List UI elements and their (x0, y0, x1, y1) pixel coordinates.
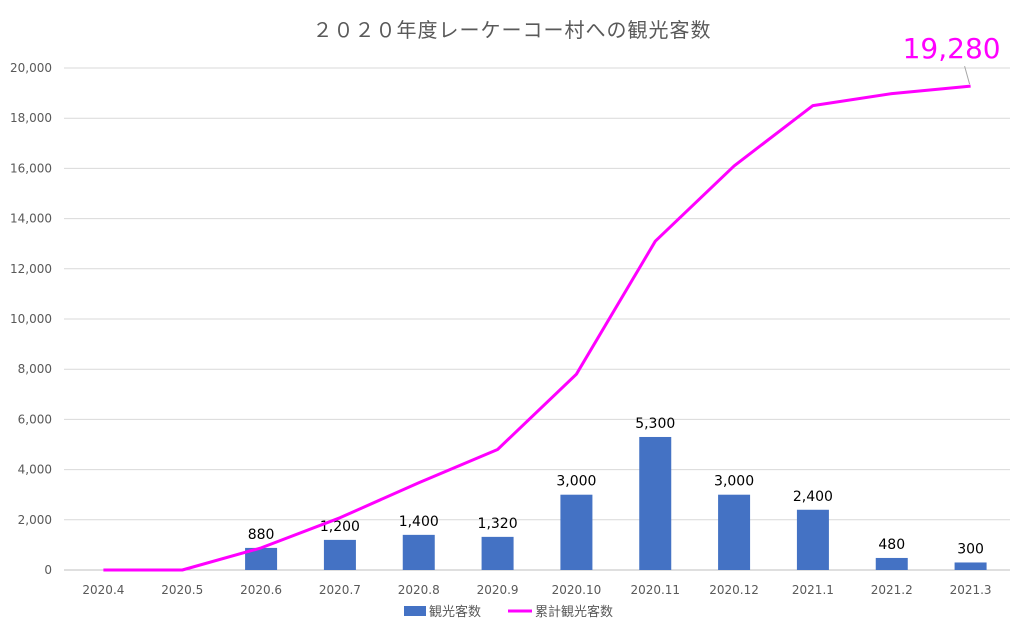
bar-data-label: 5,300 (635, 416, 675, 432)
bar-data-label: 1,400 (399, 514, 439, 530)
bar-data-label: 480 (878, 537, 905, 553)
gridlines (64, 67, 1010, 571)
bar (481, 536, 514, 570)
line-series (103, 84, 971, 572)
bar (323, 539, 356, 570)
bar-series (245, 436, 987, 570)
x-tick-label: 2021.1 (792, 583, 834, 597)
cumulative-line (103, 84, 971, 572)
bar (718, 494, 751, 570)
callout-label: 19,280 (903, 32, 1001, 65)
y-tick-label: 18,000 (10, 111, 52, 125)
x-tick-label: 2020.6 (240, 583, 282, 597)
x-tick-label: 2021.3 (950, 583, 992, 597)
bar-data-label: 1,320 (478, 516, 518, 532)
y-tick-label: 14,000 (10, 212, 52, 226)
bar-data-label: 1,200 (320, 519, 360, 535)
y-tick-label: 16,000 (10, 161, 52, 175)
x-tick-label: 2020.10 (552, 583, 602, 597)
x-tick-label: 2020.8 (398, 583, 440, 597)
bar-data-label: 3,000 (714, 474, 754, 490)
bar (875, 557, 908, 570)
bar (796, 509, 829, 570)
x-tick-label: 2020.7 (319, 583, 361, 597)
legend-label: 観光客数 (429, 604, 481, 620)
bar (639, 436, 672, 570)
bar (560, 494, 593, 570)
y-tick-label: 12,000 (10, 262, 52, 276)
legend-swatch-bar (404, 606, 426, 616)
x-tick-label: 2020.12 (709, 583, 759, 597)
x-axis: 2020.4 2020.5 2020.6 2020.7 2020.8 2020.9 2020… (82, 583, 991, 597)
y-tick-label: 8,000 (18, 362, 52, 376)
callout-leader (964, 65, 971, 85)
x-tick-label: 2020.5 (161, 583, 203, 597)
x-tick-label: 2021.2 (871, 583, 913, 597)
y-tick-label: 20,000 (10, 61, 52, 75)
bar-data-label: 880 (248, 527, 275, 543)
y-tick-label: 2,000 (18, 513, 52, 527)
bar (402, 534, 435, 570)
y-tick-label: 4,000 (18, 463, 52, 477)
chart-title: ２０２０年度レーケーコー村への観光客数 (313, 18, 712, 42)
bar-data-label: 3,000 (556, 474, 596, 490)
y-tick-label: 10,000 (10, 312, 52, 326)
bar-data-label: 300 (957, 541, 984, 557)
legend: 観光客数 累計観光客数 (404, 604, 613, 620)
bar (954, 562, 987, 570)
legend-label: 累計観光客数 (535, 604, 613, 620)
y-axis: 0 2,000 4,000 6,000 8,000 10,000 12,000 14,000 1… (10, 61, 52, 577)
y-tick-label: 0 (44, 563, 52, 577)
callout: 19,280 (903, 32, 1001, 85)
bar-data-labels: 880 1,200 1,400 1,320 3,000 5,300 3,000 2,400 48… (248, 416, 984, 557)
x-tick-label: 2020.11 (630, 583, 680, 597)
bar-data-label: 2,400 (793, 489, 833, 505)
x-tick-label: 2020.4 (82, 583, 124, 597)
bar (245, 547, 278, 570)
x-tick-label: 2020.9 (477, 583, 519, 597)
y-tick-label: 6,000 (18, 412, 52, 426)
